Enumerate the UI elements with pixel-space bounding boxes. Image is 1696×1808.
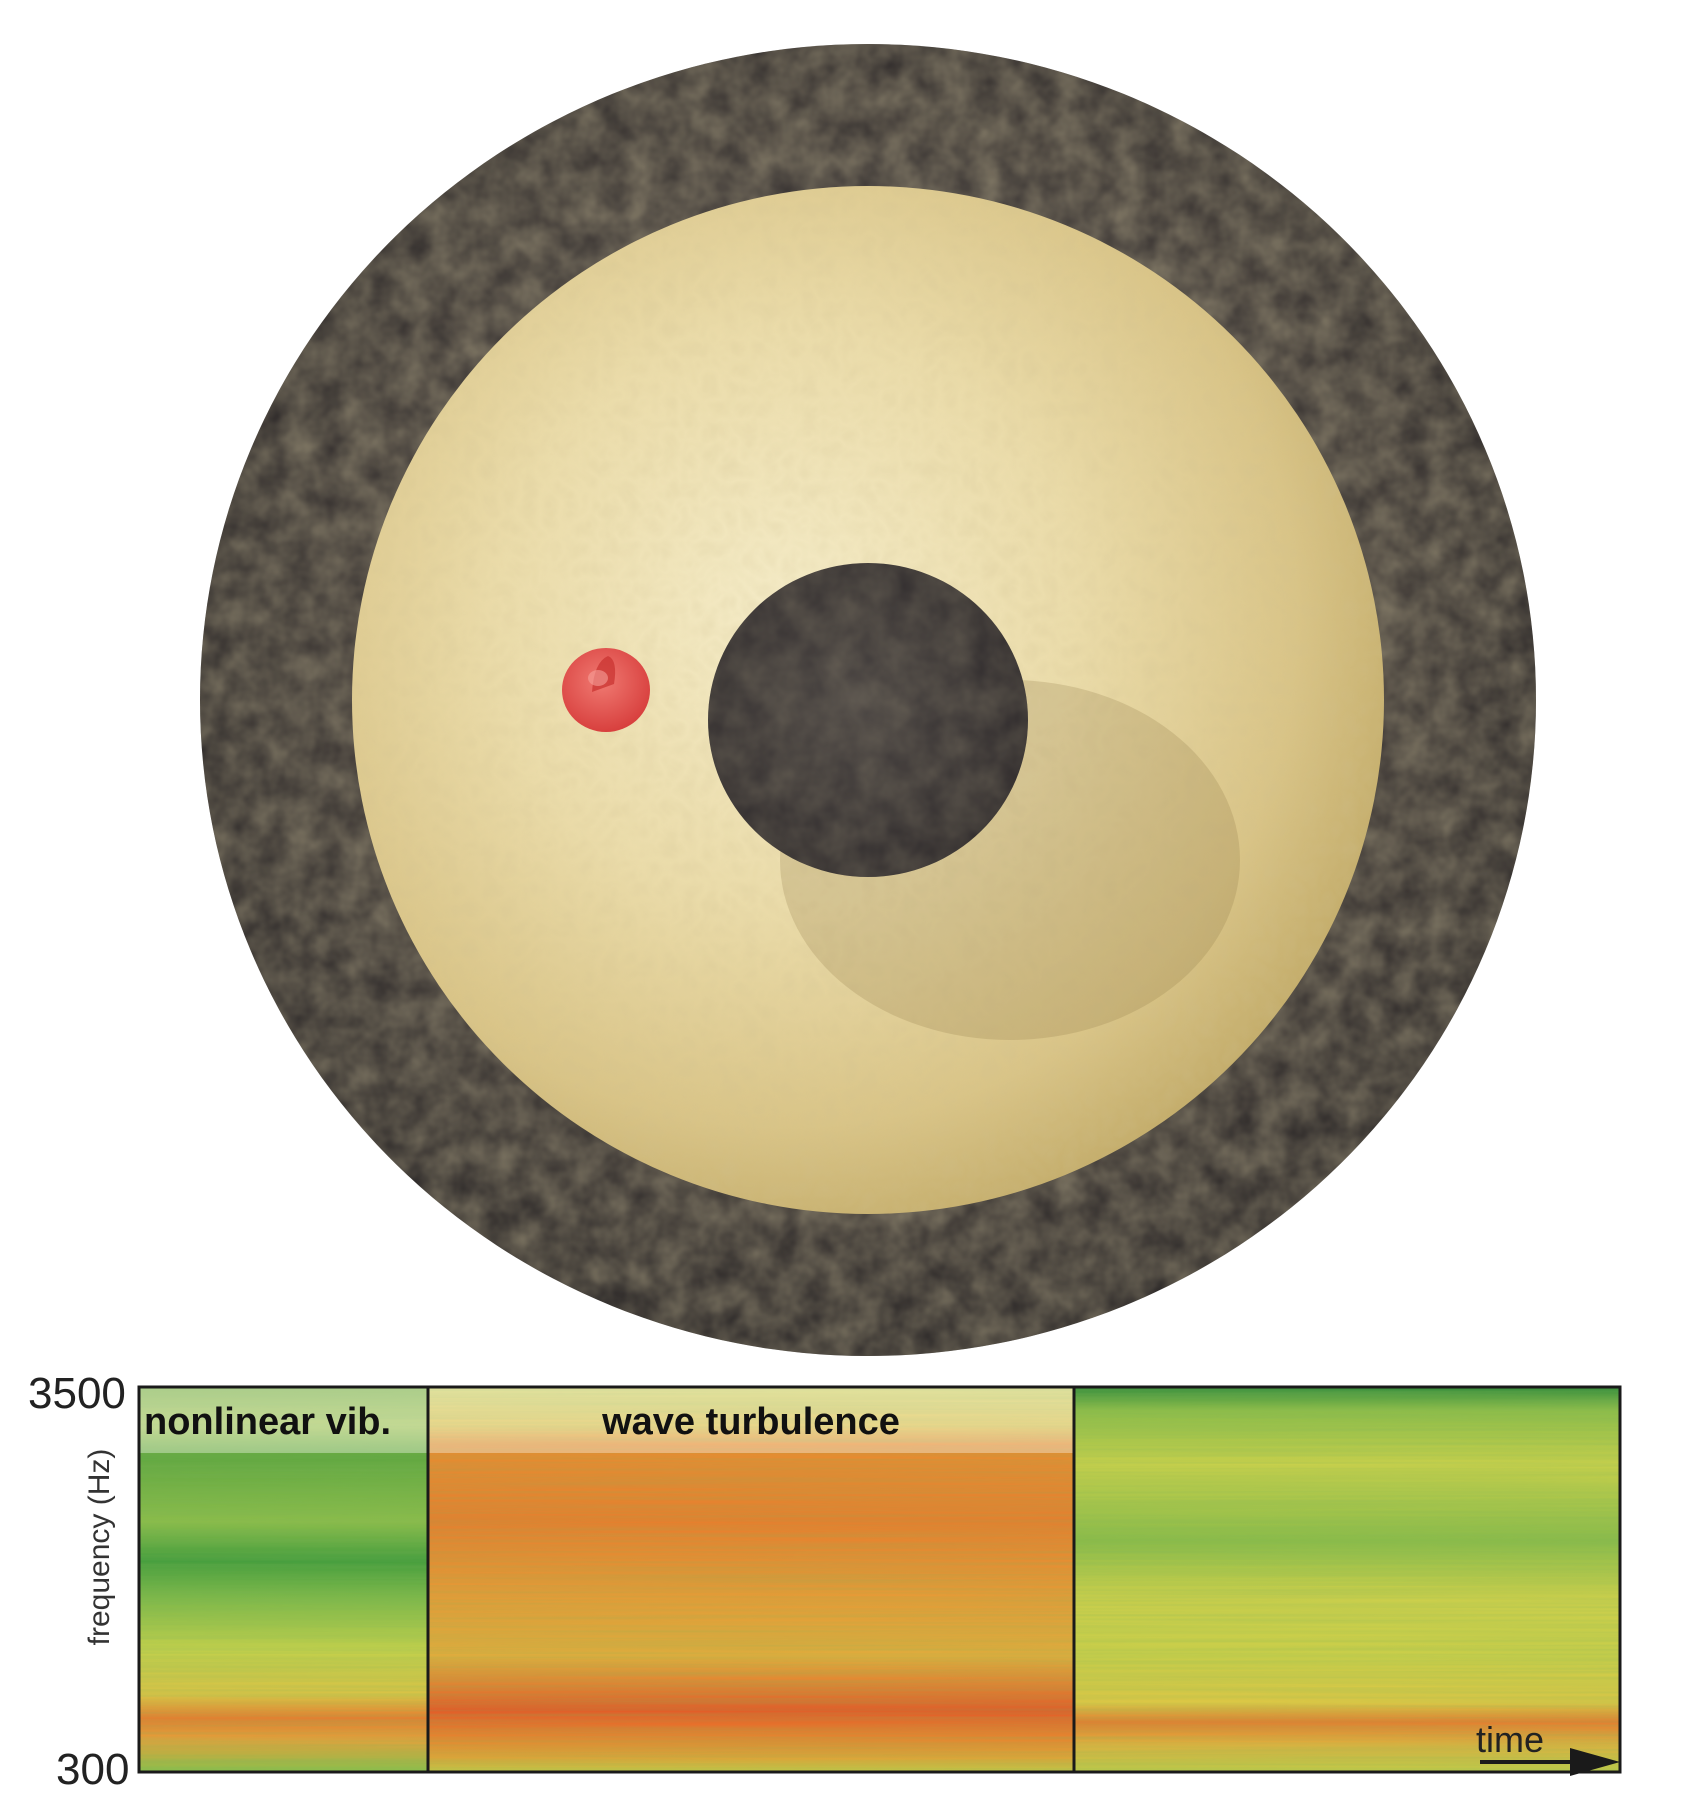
spectrogram-frame [137, 1385, 1622, 1774]
spectrogram-texture [139, 1387, 1620, 1772]
y-min-tick-label: 300 [56, 1745, 130, 1794]
gong-center-boss [708, 563, 1028, 877]
strike-marker [562, 648, 650, 732]
y-max-tick-label: 3500 [28, 1369, 126, 1418]
region-label-nonlinear: nonlinear vib. [144, 1401, 392, 1443]
region-label-turbulence: wave turbulence [602, 1401, 900, 1443]
x-axis-label: time [1476, 1719, 1545, 1760]
label-band-turbulence [428, 1387, 1074, 1453]
y-axis-label: frequency (Hz) [83, 1448, 116, 1646]
label-band-nonlinear [139, 1387, 428, 1453]
time-arrow [1480, 1748, 1620, 1776]
